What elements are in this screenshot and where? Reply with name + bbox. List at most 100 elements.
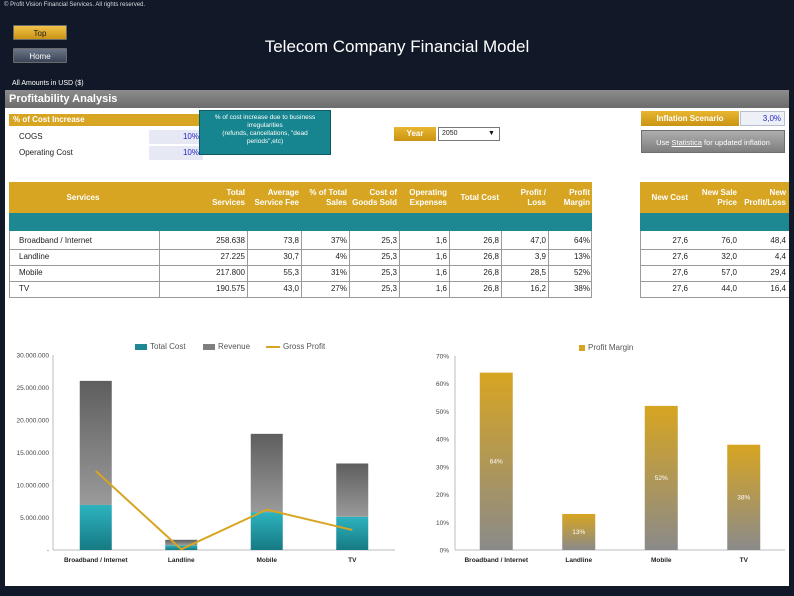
data-label: 52% xyxy=(655,475,668,482)
cogs-increase-input[interactable]: 10% xyxy=(149,130,203,144)
y-tick-label: 60% xyxy=(436,381,449,388)
statistica-link[interactable]: Statistica xyxy=(671,138,702,147)
table-cell: 26,8 xyxy=(483,268,499,277)
legend-item: Profit Margin xyxy=(579,343,633,352)
column-header: Profit Margin xyxy=(548,182,592,213)
column-header-text: Services xyxy=(67,193,100,203)
table-cell: 31% xyxy=(330,268,347,277)
cogs-label: COGS xyxy=(19,132,43,141)
column-header-text: Operating Expenses xyxy=(409,188,447,208)
table-cell: 25,3 xyxy=(381,236,397,245)
x-tick-label: Broadband / Internet xyxy=(464,557,528,564)
row-divider xyxy=(640,265,789,266)
column-header-text: Profit / Loss xyxy=(521,188,546,208)
y-tick-label: 30% xyxy=(436,464,449,471)
column-header: Operating Expenses xyxy=(399,182,449,213)
bar-total-cost xyxy=(336,516,369,550)
cost-increase-header: % of Cost Increase xyxy=(9,114,203,126)
table-cell: 217.800 xyxy=(216,268,245,277)
column-header: Total Cost xyxy=(449,182,501,213)
y-tick-label: 20.000.000 xyxy=(16,418,49,425)
column-divider xyxy=(501,231,502,298)
table-cell: 76,0 xyxy=(721,236,737,245)
y-tick-label: 25.000.000 xyxy=(16,385,49,392)
inflation-input[interactable]: 3,0% xyxy=(740,111,785,126)
table-cell: 55,3 xyxy=(283,268,299,277)
x-tick-label: Broadband / Internet xyxy=(64,557,128,564)
column-header: Total Services xyxy=(159,182,247,213)
bar-revenue xyxy=(165,539,198,546)
bar-revenue xyxy=(336,463,369,517)
table-cell: 27,6 xyxy=(672,268,688,277)
legend-label: Profit Margin xyxy=(588,343,634,352)
column-divider xyxy=(159,231,160,298)
table-cell: 29,4 xyxy=(770,268,786,277)
chevron-down-icon[interactable]: ▼ xyxy=(488,130,495,137)
operating-cost-increase-input[interactable]: 10% xyxy=(149,146,203,160)
table-cell: 16,2 xyxy=(530,284,546,293)
column-header-line: Cost of xyxy=(369,187,397,197)
column-header-line: Average xyxy=(267,187,299,197)
cost-revenue-chart: 30.000.000 25.000.000 20.000.000 15.000.000… xyxy=(16,353,395,564)
column-header: % of Total Sales xyxy=(301,182,349,213)
bar-revenue xyxy=(79,380,112,505)
table-cell: 57,0 xyxy=(721,268,737,277)
column-header-line: Profit/Loss xyxy=(744,197,786,207)
table-cell: 27,6 xyxy=(672,252,688,261)
column-header-line: Goods Sold xyxy=(352,197,397,207)
column-header-line: New xyxy=(769,187,786,197)
y-tick-label: 10% xyxy=(436,520,449,527)
column-header-line: Total xyxy=(226,187,245,197)
table-cell: 190.575 xyxy=(216,284,245,293)
column-divider xyxy=(247,231,248,298)
note-line: % of cost increase due to business xyxy=(214,114,316,121)
service-name-cell: Mobile xyxy=(19,268,43,277)
table-cell: 27% xyxy=(330,284,347,293)
table-cell: 25,3 xyxy=(381,252,397,261)
y-tick-label: 50% xyxy=(436,409,449,416)
column-header-line: Services xyxy=(212,197,245,207)
table-cell: 43,0 xyxy=(283,284,299,293)
section-title: Profitability Analysis xyxy=(5,90,789,108)
legend-swatch xyxy=(203,343,215,350)
table-cell: 1,6 xyxy=(435,268,447,277)
table-cell: 64% xyxy=(573,236,590,245)
column-divider xyxy=(548,231,549,298)
column-header: Services xyxy=(9,182,159,213)
profitability-table: Broadband / Internet 258.638 73,8 37% 25,3 1,… xyxy=(9,231,592,298)
table-cell: 27.225 xyxy=(220,252,245,261)
table-cell: 26,8 xyxy=(483,236,499,245)
column-divider xyxy=(349,231,350,298)
gross-profit-line xyxy=(95,470,353,551)
profit-margin-chart: 70% 60% 50% 40% 30% 20% 10% 0% 64% Broadband / In… xyxy=(436,354,785,564)
bar-revenue xyxy=(250,433,283,513)
table-cell: 47,0 xyxy=(530,236,546,245)
column-divider xyxy=(399,231,400,298)
home-button[interactable]: Home xyxy=(13,48,67,63)
statistica-inflation-button[interactable]: Use Statistica for updated inflation xyxy=(641,130,785,153)
table-header: Services Total Services Average Service Fee%… xyxy=(9,182,592,213)
bar-profit-margin xyxy=(479,372,513,550)
bar-total-cost xyxy=(165,545,198,550)
column-header-line: Profit xyxy=(569,187,590,197)
bar-profit-margin xyxy=(727,444,761,550)
year-label: Year xyxy=(394,127,436,141)
table-cell: 27,6 xyxy=(672,236,688,245)
column-header-line: Service Fee xyxy=(254,197,299,207)
table-cell: 4% xyxy=(335,252,347,261)
row-divider xyxy=(9,265,592,266)
table-cell: 44,0 xyxy=(721,284,737,293)
table-cell: 30,7 xyxy=(283,252,299,261)
table-cell: 258.638 xyxy=(216,236,245,245)
column-header-line: Expenses xyxy=(409,197,447,207)
copyright-text: © Profit Vision Financial Services. All … xyxy=(4,2,146,8)
x-tick-label: Mobile xyxy=(651,557,672,564)
column-header-text: Cost of Goods Sold xyxy=(352,188,397,208)
year-select[interactable]: 2050 xyxy=(438,127,500,141)
operating-cost-label: Operating Cost xyxy=(19,148,73,157)
service-name-cell: TV xyxy=(19,284,30,293)
x-tick-label: Landline xyxy=(565,557,592,564)
note-line: irregularities xyxy=(247,122,283,129)
table-cell: 27,6 xyxy=(672,284,688,293)
top-button[interactable]: Top xyxy=(13,25,67,40)
